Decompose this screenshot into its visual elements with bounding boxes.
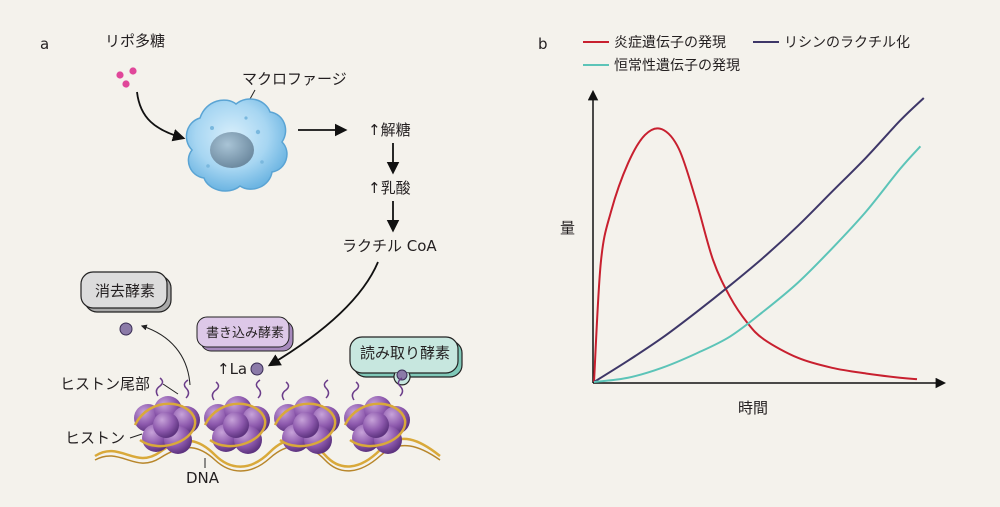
la-label: ↑La: [217, 360, 247, 378]
la-dot-icon: [250, 362, 264, 376]
legend: 炎症遺伝子の発現 リシンのラクチル化 恒常性遺伝子の発現: [583, 35, 910, 74]
lactate-label: ↑乳酸: [368, 179, 411, 197]
legend-label-homeostatic: 恒常性遺伝子の発現: [614, 58, 740, 74]
series-line-3: [593, 145, 922, 383]
series-line-1: [593, 127, 918, 383]
y-axis-label: 量: [560, 219, 575, 237]
panel-b-label: b: [538, 35, 548, 53]
macrophage-icon: [185, 98, 288, 192]
glycolysis-label: ↑解糖: [368, 121, 411, 139]
lps-dots-icon: [116, 67, 137, 88]
eraser-arrow: [140, 324, 191, 386]
lps-to-macrophage-arrow: [136, 91, 186, 142]
nucleosome-3: [273, 379, 340, 454]
panel-a-label: a: [40, 35, 49, 53]
writer-label: 書き込み酵素: [206, 326, 284, 341]
eraser-label: 消去酵素: [95, 282, 155, 300]
series-layer: [593, 97, 925, 383]
reader-label: 読み取り酵素: [360, 344, 450, 362]
series-line-2: [593, 97, 925, 383]
writer-box: [196, 316, 294, 352]
removed-lactyl-icon: [119, 322, 133, 336]
legend-label-inflammatory: 炎症遺伝子の発現: [614, 35, 726, 51]
panel-a: a リポ多糖 マクロファージ ↑解糖 ↑乳酸 ラクチル CoA: [40, 32, 463, 487]
eraser-box: [80, 271, 172, 313]
legend-label-lactylation: リシンのラクチル化: [784, 35, 910, 51]
macrophage-label: マクロファージ: [242, 70, 347, 88]
histone-tail-leader: [162, 383, 179, 395]
dna-label: DNA: [186, 469, 220, 487]
histone-label: ヒストン: [65, 429, 125, 447]
nucleosome-1: [133, 377, 200, 454]
lactylcoa-to-la-arrow: [267, 261, 379, 367]
reader-box: [349, 336, 463, 386]
nucleosome-2: [203, 379, 270, 454]
histone-leader: [129, 433, 143, 439]
nucleosome-4: [343, 377, 410, 454]
x-axis-label: 時間: [738, 399, 768, 417]
lactyl-coa-label: ラクチル CoA: [342, 237, 437, 255]
lps-label: リポ多糖: [105, 32, 165, 50]
histone-tail-label: ヒストン尾部: [60, 375, 150, 393]
panel-b: b 炎症遺伝子の発現 リシンのラクチル化 恒常性遺伝子の発現 量 時間: [538, 35, 947, 417]
